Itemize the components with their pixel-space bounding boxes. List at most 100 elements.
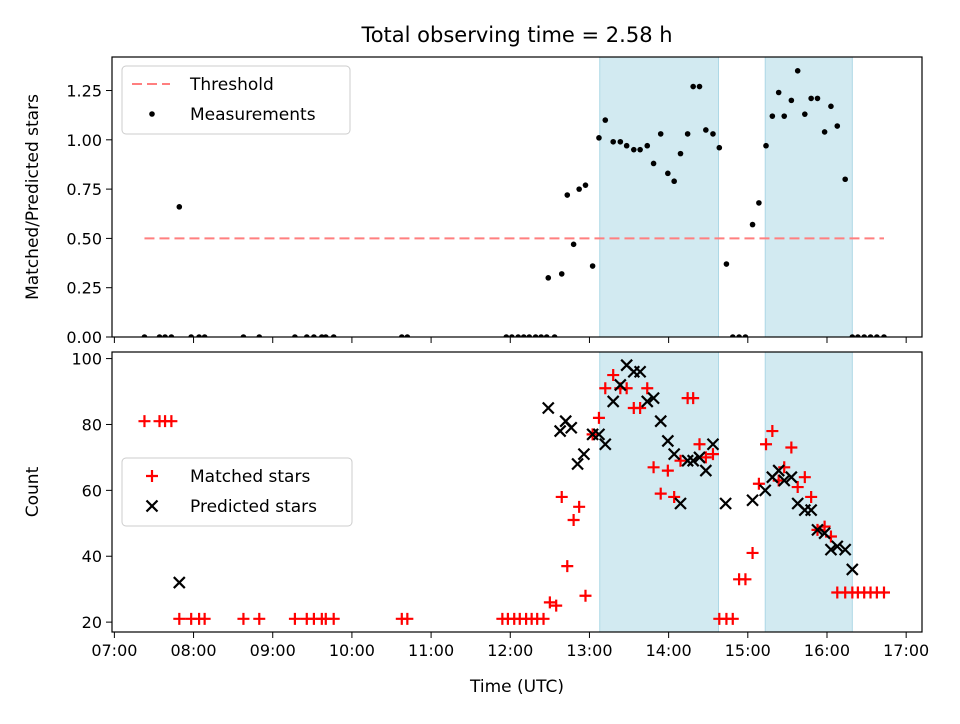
matched-stars-point: [778, 461, 791, 474]
measurement-point: [637, 146, 643, 153]
predicted-stars-point: [772, 464, 785, 477]
measurement-point: [696, 83, 703, 90]
predicted-stars-point: [640, 395, 654, 408]
x-tick-label: 07:00: [91, 641, 137, 660]
matched-stars-point: [607, 369, 620, 382]
measurement-point: [526, 334, 533, 337]
measurement-point: [602, 117, 609, 123]
measurement-point: [168, 334, 175, 337]
matched-stars-point: [592, 411, 605, 424]
y-tick-label: 80: [82, 415, 102, 434]
measurement-point: [564, 192, 571, 198]
legend-label: Threshold: [189, 75, 274, 95]
x-tick-label: 08:00: [170, 641, 216, 660]
measurement-point: [749, 221, 756, 228]
measurement-point: [756, 200, 762, 206]
predicted-stars-point: [838, 543, 852, 556]
measurement-point: [881, 334, 887, 337]
matched-stars-point: [805, 490, 818, 503]
predicted-stars-point: [577, 447, 591, 461]
x-tick-label: 16:00: [804, 641, 850, 660]
measurement-point: [398, 334, 405, 337]
predicted-stars-point: [758, 484, 772, 497]
axes-frame: [111, 351, 923, 633]
observing-interval-2: [764, 351, 853, 633]
x-axis-label: Time (UTC): [469, 677, 564, 697]
measurement-point: [303, 334, 310, 337]
measurement-point: [788, 97, 795, 104]
measurement-point: [736, 334, 742, 337]
measurement-point: [545, 275, 552, 281]
measurement-point: [196, 334, 202, 337]
legend-box: [121, 65, 351, 135]
y-tick-label: 0.00: [66, 328, 102, 347]
measurement-point: [311, 334, 317, 337]
measurement-point: [551, 334, 558, 337]
measurement-point: [671, 178, 677, 185]
y-tick-label: 100: [71, 350, 102, 369]
measurement-point: [520, 334, 527, 337]
predicted-stars-point: [846, 563, 859, 576]
predicted-stars-point: [693, 451, 706, 464]
legend-measurement-swatch: [149, 111, 155, 117]
matched-stars-point: [641, 382, 654, 395]
measurement-point: [256, 334, 263, 337]
measurement-point: [650, 160, 657, 167]
matched-stars-point: [798, 471, 811, 484]
matched-stars-point: [726, 612, 739, 625]
top-panel: 0.00 0.25 0.50 0.75 1.00 1.25 Matched/Predicte…: [23, 56, 923, 347]
predicted-stars-point: [564, 421, 578, 435]
matched-stars-point: [573, 500, 586, 513]
predicted-stars-point: [553, 424, 567, 438]
matched-stars-point: [253, 612, 266, 625]
observing-interval-1: [599, 56, 720, 338]
matched-stars-point: [654, 487, 667, 500]
measurement-point: [828, 103, 834, 110]
measurement-point: [543, 334, 550, 337]
measurement-point: [623, 142, 630, 149]
predicted-stars-point: [614, 378, 627, 392]
measurement-point: [141, 334, 148, 337]
predicted-stars-point: [667, 447, 681, 461]
measurement-point: [690, 83, 696, 90]
measurement-point: [570, 241, 577, 248]
measurement-point: [156, 334, 163, 337]
measurement-point: [742, 334, 749, 337]
x-tick-label: 17:00: [883, 641, 929, 660]
predicted-stars-point: [674, 497, 687, 510]
measurement-point: [874, 334, 880, 337]
predicted-stars-point: [599, 437, 612, 451]
measurement-point: [582, 182, 589, 188]
legend-box: [121, 457, 353, 527]
matched-stars-point: [579, 589, 592, 602]
measurement-point: [532, 334, 539, 337]
y-tick-label: 20: [82, 613, 102, 632]
matched-stars-point: [647, 461, 660, 474]
measurement-point: [657, 131, 664, 137]
matched-stars-point: [791, 481, 804, 494]
x-tick-label: 15:00: [725, 641, 771, 660]
y-tick-label: 0.50: [66, 229, 102, 248]
predicted-stars-point: [699, 464, 713, 477]
matched-stars-point: [237, 612, 250, 625]
matched-stars-point: [567, 514, 580, 526]
measurement-point: [821, 129, 828, 135]
measurement-point: [729, 334, 736, 337]
predicted-stars-point: [661, 434, 675, 448]
predicted-stars-point: [647, 391, 660, 405]
predicted-stars-point: [686, 454, 700, 467]
measurement-point: [781, 113, 788, 119]
measurement-point: [814, 95, 821, 102]
x-tick-label: 09:00: [250, 641, 296, 660]
measurement-point: [842, 176, 848, 183]
x-tick-label: 10:00: [329, 641, 375, 660]
measurement-point: [855, 334, 861, 337]
measurement-point: [867, 334, 874, 337]
matched-stars-point: [561, 560, 574, 573]
matched-stars-point: [877, 586, 890, 599]
measurement-point: [861, 334, 867, 337]
matched-stars-point: [327, 612, 340, 625]
matched-stars-point: [634, 402, 647, 414]
measurement-point: [716, 144, 723, 151]
